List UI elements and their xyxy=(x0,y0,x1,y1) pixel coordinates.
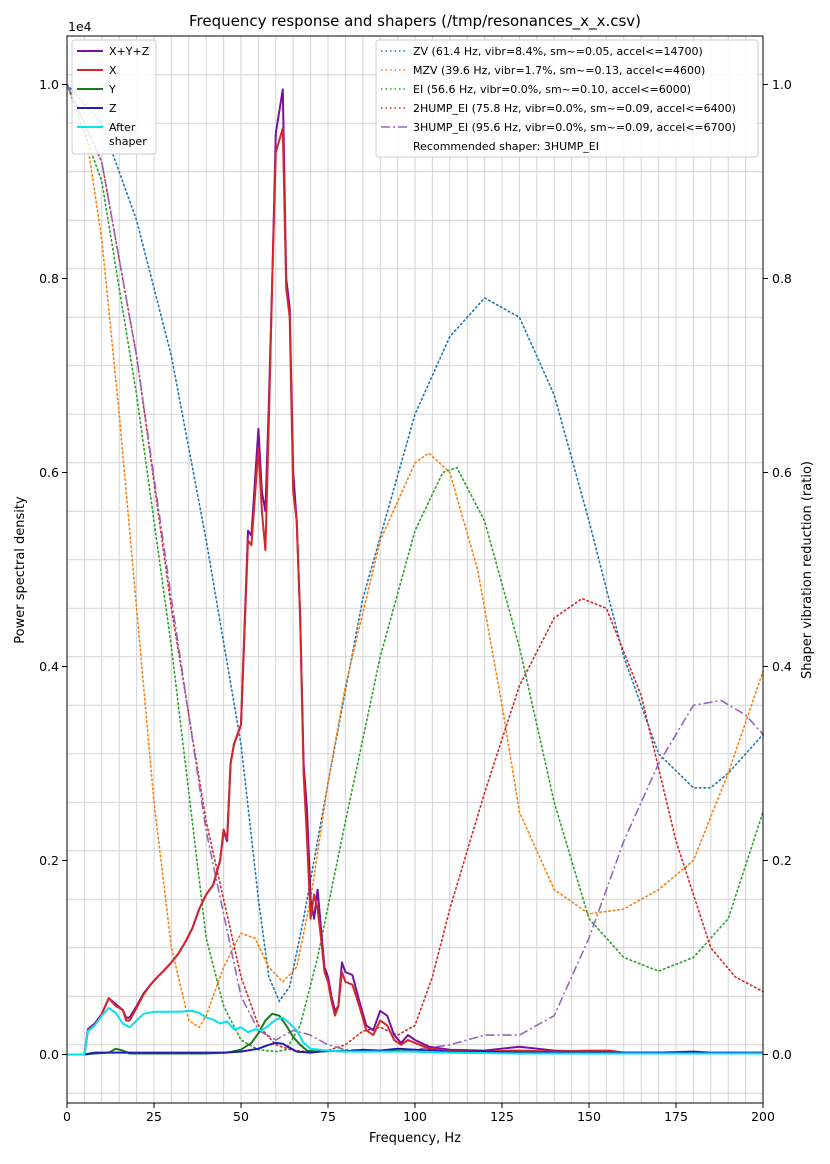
y2-axis-label: Shaper vibration reduction (ratio) xyxy=(800,461,815,679)
shaper-line-ei xyxy=(66,83,764,1053)
axes-ticks: 0 25 50 75 100 125 150 175 200 0.0 0.2 0.4 0.6 0.8 1.0… xyxy=(39,77,792,1124)
x-tick-label: 125 xyxy=(490,1109,514,1124)
y2-tick-label: 0.4 xyxy=(772,659,792,674)
x-tick-label: 75 xyxy=(320,1109,336,1124)
x-axis-label: Frequency, Hz xyxy=(369,1131,461,1146)
legend-left-box xyxy=(71,39,157,155)
recommended-shaper-label: Recommended shaper: 3HUMP_EI xyxy=(413,140,599,153)
legend-label: shaper xyxy=(109,135,147,148)
x-tick-label: 100 xyxy=(403,1109,427,1124)
y-tick-label: 1.0 xyxy=(39,77,59,92)
x-tick-label: 200 xyxy=(751,1109,775,1124)
y2-tick-label: 1.0 xyxy=(772,77,792,92)
y-axis-label: Power spectral density xyxy=(13,496,28,644)
legend-label: After xyxy=(109,121,136,134)
y-tick-label: 0.2 xyxy=(39,853,59,868)
y2-tick-label: 0.8 xyxy=(772,271,792,286)
y-tick-label: 0.0 xyxy=(39,1047,59,1062)
legend-right-box xyxy=(375,39,759,158)
y2-tick-label: 0.2 xyxy=(772,853,792,868)
offset-text: 1e4 xyxy=(68,19,92,34)
y2-tick-label: 0.6 xyxy=(772,465,792,480)
legend-label: EI (56.6 Hz, vibr=0.0%, sm~=0.10, accel<… xyxy=(413,83,691,96)
x-tick-label: 25 xyxy=(146,1109,162,1124)
y-tick-label: 0.4 xyxy=(39,659,59,674)
chart-title: Frequency response and shapers (/tmp/res… xyxy=(189,12,641,31)
legend-label: Z xyxy=(109,102,117,115)
legend-label: 2HUMP_EI (75.8 Hz, vibr=0.0%, sm~=0.09, … xyxy=(413,102,736,115)
legend-right: ZV (61.4 Hz, vibr=8.4%, sm~=0.05, accel<… xyxy=(375,39,759,158)
y2-tick-label: 0.0 xyxy=(772,1047,792,1062)
x-tick-label: 150 xyxy=(577,1109,601,1124)
x-tick-label: 50 xyxy=(233,1109,249,1124)
y-tick-label: 0.6 xyxy=(39,465,59,480)
plot-area xyxy=(66,83,764,1056)
legend-label: ZV (61.4 Hz, vibr=8.4%, sm~=0.05, accel<… xyxy=(413,45,703,58)
psd-line-x xyxy=(67,127,763,1056)
psd-line-after-shaper xyxy=(67,1006,763,1056)
grid xyxy=(67,36,763,1103)
x-tick-label: 175 xyxy=(664,1109,688,1124)
shaper-line-zv xyxy=(66,83,764,1003)
shaper-line-3hump-ei xyxy=(66,84,764,1052)
legend-label: Y xyxy=(108,83,116,96)
legend-label: 3HUMP_EI (95.6 Hz, vibr=0.0%, sm~=0.09, … xyxy=(413,121,736,134)
legend-label: X xyxy=(109,64,117,77)
x-tick-label: 0 xyxy=(63,1109,71,1124)
legend-label: X+Y+Z xyxy=(109,45,150,58)
legend-label: MZV (39.6 Hz, vibr=1.7%, sm~=0.13, accel… xyxy=(413,64,705,77)
shaper-line-2hump-ei xyxy=(66,83,764,1053)
y-tick-label: 0.8 xyxy=(39,271,59,286)
